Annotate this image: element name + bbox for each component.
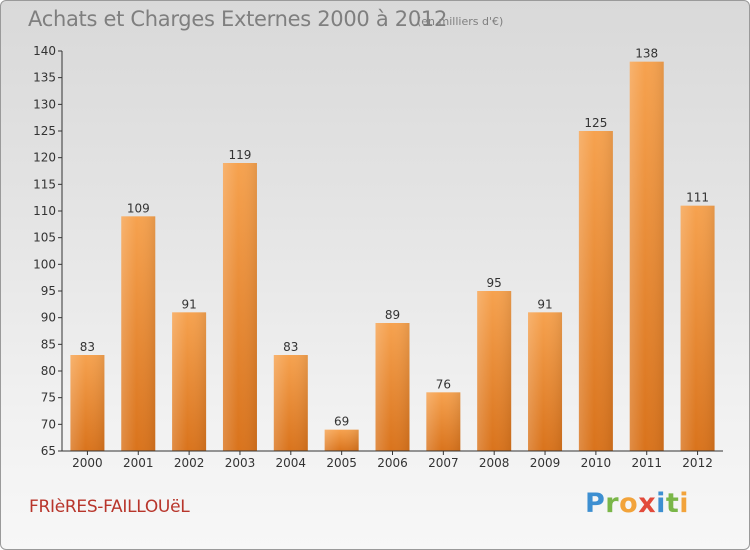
bar-shade: [172, 312, 207, 451]
bar-shade: [680, 205, 715, 451]
logo-letter: i: [679, 488, 690, 519]
bar-shade: [273, 355, 308, 451]
bar-value-label: 89: [385, 308, 400, 322]
logo-letter: x: [638, 488, 657, 519]
bar-value-label: 95: [487, 276, 502, 290]
x-tick-label: 2011: [631, 456, 662, 470]
logo-letter: r: [605, 488, 620, 519]
bar-value-label: 111: [686, 191, 709, 205]
y-tick-label: 110: [33, 204, 56, 218]
x-tick-label: 2010: [581, 456, 612, 470]
logo-letter: o: [619, 488, 639, 519]
logo-letter: t: [665, 488, 680, 519]
bars: 83 109 91 119 83 69 89 76 95 91 125 138 111: [70, 47, 715, 452]
x-tick-label: 2003: [225, 456, 256, 470]
bar-shade: [426, 392, 461, 451]
x-tick-label: 2008: [479, 456, 510, 470]
y-tick-label: 65: [41, 444, 56, 458]
bar-shade: [324, 429, 359, 451]
bar-value-label: 91: [537, 297, 552, 311]
x-tick-label: 2007: [428, 456, 459, 470]
y-tick-label: 100: [33, 257, 56, 271]
y-tick-label: 120: [33, 151, 56, 165]
commune-name: FRIèRES-FAILLOUëL: [29, 497, 190, 517]
bar-value-label: 125: [584, 116, 607, 130]
chart-title: Achats et Charges Externes 2000 à 2012: [28, 7, 448, 31]
x-tick-label: 2001: [123, 456, 154, 470]
y-tick-label: 90: [41, 311, 56, 325]
x-tick-label: 2005: [326, 456, 357, 470]
bar-shade: [375, 323, 410, 451]
bar-value-label: 91: [181, 297, 196, 311]
x-tick-label: 2009: [530, 456, 561, 470]
x-tick-label: 2012: [682, 456, 713, 470]
y-tick-label: 70: [41, 417, 56, 431]
x-tick-label: 2006: [377, 456, 408, 470]
y-tick-label: 85: [41, 337, 56, 351]
y-tick-label: 75: [41, 391, 56, 405]
bar-value-label: 83: [283, 340, 298, 354]
bar-value-label: 83: [80, 340, 95, 354]
bar-shade: [528, 312, 563, 451]
proxiti-logo[interactable]: Proxiti: [585, 488, 689, 519]
bar-value-label: 138: [635, 47, 658, 61]
y-tick-label: 95: [41, 284, 56, 298]
bar-shade: [477, 291, 512, 451]
x-axis: 2000 2001 2002 2003 2004 2005 2006 2007 2008 2009…: [62, 450, 723, 470]
y-axis: 65 70 75 80 85 90 95 100 105 110 115 120 125 130 135 14…: [33, 44, 63, 458]
x-tick-label: 2000: [72, 456, 103, 470]
bar-value-label: 119: [229, 148, 252, 162]
bar-value-label: 69: [334, 415, 349, 429]
bar-shade: [121, 216, 156, 451]
y-tick-label: 80: [41, 364, 56, 378]
y-tick-label: 140: [33, 44, 56, 58]
x-tick-label: 2004: [276, 456, 307, 470]
bar-shade: [70, 355, 105, 451]
y-tick-label: 105: [33, 231, 56, 245]
y-tick-label: 135: [33, 71, 56, 85]
bar-shade: [629, 61, 664, 452]
y-tick-label: 115: [33, 177, 56, 191]
bar-value-label: 109: [127, 201, 150, 215]
bar-value-label: 76: [436, 377, 451, 391]
bar-shade: [222, 163, 257, 451]
x-tick-label: 2002: [174, 456, 205, 470]
logo-letter: i: [656, 488, 666, 519]
y-tick-label: 125: [33, 124, 56, 138]
bar-shade: [578, 131, 613, 451]
logo-letter: P: [585, 488, 606, 519]
y-tick-label: 130: [33, 97, 56, 111]
chart-subtitle: (en milliers d'€): [417, 15, 504, 28]
